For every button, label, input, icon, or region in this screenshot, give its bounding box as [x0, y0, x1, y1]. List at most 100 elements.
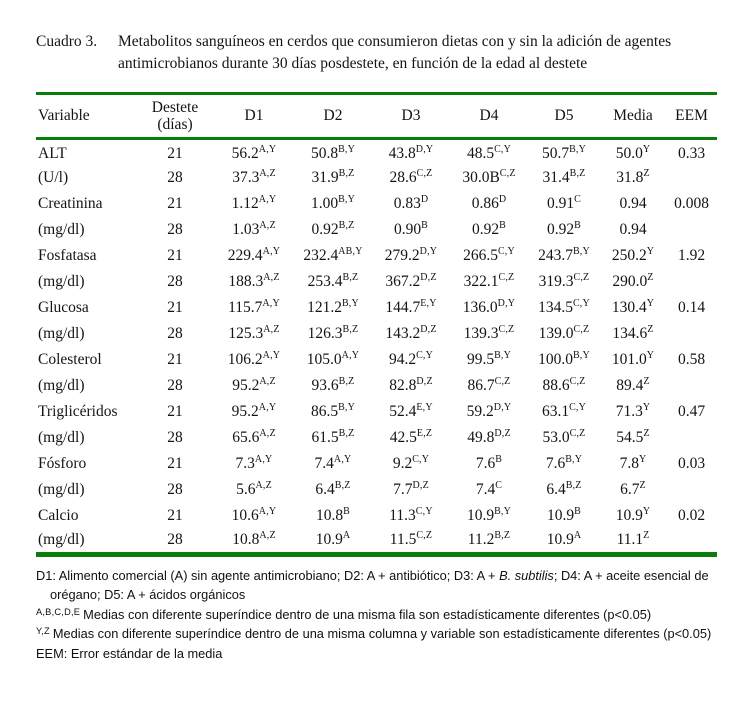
value-text: 0.91	[547, 194, 575, 212]
value-text: 290.0	[612, 272, 648, 290]
value-cell: 61.5B,Z	[294, 425, 372, 451]
value-text: 56.2	[231, 144, 259, 162]
eem-cell	[666, 373, 717, 399]
value-cell: 279.2D,Y	[372, 243, 450, 269]
value-text: 243.7	[538, 246, 573, 264]
value-text: 52.4	[389, 402, 417, 420]
value-cell: 50.8B,Y	[294, 139, 372, 165]
variable-cell: Colesterol	[38, 350, 102, 368]
value-cell: 10.9Y	[600, 503, 666, 529]
significance-superscript: A,Y	[333, 453, 352, 465]
eem-cell	[666, 269, 717, 295]
value-cell: 0.86D	[450, 191, 528, 217]
value-text: 10.6	[231, 506, 259, 524]
significance-superscript: B	[574, 219, 581, 231]
value-cell: 0.83D	[372, 191, 450, 217]
significance-superscript: B,Z	[569, 167, 586, 179]
caption-label: Cuadro 3.	[36, 33, 98, 50]
significance-superscript: Y	[642, 143, 651, 155]
value-text: 143.2	[385, 324, 421, 342]
column-header: D3	[401, 107, 421, 125]
significance-superscript: A,Y	[254, 453, 273, 465]
value-cell: 1.03A,Z	[214, 217, 294, 243]
footnotes: D1: Alimento comercial (A) sin agente an…	[36, 566, 712, 663]
value-text: 121.2	[307, 298, 342, 316]
significance-superscript: C,Z	[573, 271, 590, 283]
significance-superscript: C,Y	[416, 349, 434, 361]
footnote-row-significance: A,B,C,D,E Medias con diferente superíndic…	[36, 605, 712, 624]
value-text: 31.4	[542, 168, 570, 186]
value-text: 139.0	[538, 324, 574, 342]
value-text: 0.92	[472, 220, 500, 238]
significance-superscript: Y	[646, 297, 655, 309]
value-text: 7.7	[393, 480, 413, 498]
value-cell: 250.2Y	[600, 243, 666, 269]
significance-superscript: B,Y	[572, 349, 590, 361]
value-cell: 10.9A	[294, 529, 372, 555]
significance-superscript: Z	[639, 479, 646, 491]
value-cell: 1.00B,Y	[294, 191, 372, 217]
value-text: 322.1	[463, 272, 499, 290]
value-text: 54.5	[616, 428, 644, 446]
significance-superscript: A,Z	[259, 427, 276, 439]
value-cell: 42.5E,Z	[372, 425, 450, 451]
footnote-superscript-marker: Y,Z	[36, 626, 50, 637]
value-cell: 106.2A,Y	[214, 347, 294, 373]
value-cell: 290.0Z	[600, 269, 666, 295]
value-cell: 10.8B	[294, 503, 372, 529]
significance-superscript: B,Y	[341, 297, 359, 309]
value-cell: 139.0C,Z	[528, 321, 600, 347]
significance-superscript: A,Y	[262, 349, 281, 361]
value-cell: 59.2D,Y	[450, 399, 528, 425]
table-body: ALT 21 56.2A,Y 50.8B,Y 43.8D,Y 48.5C,Y 50.7B,Y…	[36, 139, 717, 555]
value-text: 10.9	[615, 506, 643, 524]
value-cell: 37.3A,Z	[214, 165, 294, 191]
table-row: (mg/dl) 28 125.3A,Z 126.3B,Z 143.2D,Z 139.3C,…	[36, 321, 717, 347]
value-text: 65.6	[232, 428, 260, 446]
value-text: 31.9	[311, 168, 339, 186]
footnote-text: Medias con diferente superíndice dentro …	[83, 606, 652, 622]
value-text: 134.5	[538, 298, 573, 316]
footnote-text: D1: Alimento comercial (A) sin agente an…	[36, 568, 500, 583]
significance-superscript: C	[495, 479, 503, 491]
table-row: Fosfatasa 21 229.4A,Y 232.4AB,Y 279.2D,Y 266.…	[36, 243, 717, 269]
caption-text: Metabolitos sanguíneos en cerdos que con…	[118, 33, 672, 72]
value-text: 115.7	[228, 298, 263, 316]
table-caption: Cuadro 3. Metabolitos sanguíneos en cerd…	[36, 31, 720, 75]
value-cell: 71.3Y	[600, 399, 666, 425]
value-cell: 82.8D,Z	[372, 373, 450, 399]
value-text: 7.4	[314, 454, 334, 472]
value-text: 93.6	[311, 376, 339, 394]
value-text: 0.94	[619, 194, 647, 212]
value-text: 266.5	[463, 246, 498, 264]
significance-superscript: B,Z	[338, 219, 355, 231]
significance-superscript: A,Y	[258, 505, 277, 517]
value-cell: 0.92B	[528, 217, 600, 243]
value-text: 49.8	[467, 428, 495, 446]
value-text: 6.4	[315, 480, 335, 498]
variable-cell: ALT	[38, 144, 67, 162]
significance-superscript: A	[342, 530, 351, 542]
significance-superscript: C,Z	[498, 271, 515, 283]
significance-superscript: B,Z	[338, 167, 355, 179]
value-text: 1.00	[310, 194, 339, 212]
destete-cell: 21	[167, 144, 183, 162]
value-text: 59.2	[466, 402, 494, 420]
significance-superscript: B	[343, 505, 350, 517]
destete-cell: 28	[167, 376, 183, 394]
value-cell: 56.2A,Y	[214, 139, 294, 165]
value-cell: 143.2D,Z	[372, 321, 450, 347]
value-cell: 229.4A,Y	[214, 243, 294, 269]
table-row: Calcio 21 10.6A,Y 10.8B 11.3C,Y 10.9B,Y 10.9B 1…	[36, 503, 717, 529]
value-text: 82.8	[389, 376, 417, 394]
footnote-text: ; D4: A + aceite esencial de orégano; D5…	[50, 568, 709, 603]
value-cell: 126.3B,Z	[294, 321, 372, 347]
significance-superscript: Y	[638, 453, 647, 465]
unit-cell: (mg/dl)	[38, 376, 85, 394]
significance-superscript: B,Y	[572, 245, 590, 257]
significance-superscript: B,Z	[338, 375, 355, 387]
footnote-diets: D1: Alimento comercial (A) sin agente an…	[36, 566, 712, 605]
column-header: D5	[554, 107, 574, 125]
value-cell: 54.5Z	[600, 425, 666, 451]
destete-cell: 28	[167, 272, 183, 290]
